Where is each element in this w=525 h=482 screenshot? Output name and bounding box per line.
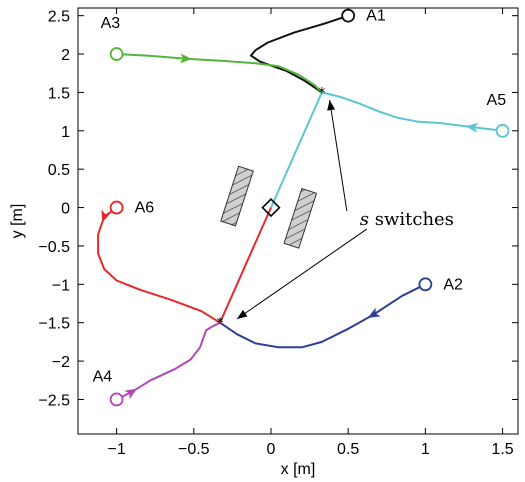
direction-arrow-a5 — [465, 122, 479, 133]
direction-arrow-a4 — [124, 388, 138, 400]
agent-label-a2: A2 — [443, 276, 463, 293]
trajectory-a5 — [321, 91, 503, 132]
y-tick-label: 0.5 — [48, 162, 70, 179]
obstacle-1 — [220, 165, 254, 227]
x-tick-label: 1.5 — [491, 441, 513, 458]
start-marker-a4 — [109, 392, 124, 407]
trajectory-a2 — [219, 283, 426, 349]
annotation-arrowhead — [237, 309, 248, 319]
obstacle-2 — [283, 187, 318, 249]
annotation-pointer — [329, 100, 348, 212]
plot-area-frame — [77, 7, 519, 435]
direction-arrow-a2 — [367, 307, 381, 318]
x-tick-label: 0.5 — [337, 441, 359, 458]
start-marker-a5 — [495, 123, 510, 138]
annotation-rest: switches — [369, 209, 454, 230]
y-tick-label: −1.5 — [38, 316, 70, 333]
y-tick-label: −2.5 — [38, 392, 70, 409]
trajectory-a6 — [97, 206, 221, 324]
direction-arrow-a6 — [101, 209, 111, 223]
trajectory-a4 — [116, 321, 221, 401]
start-marker-a2 — [418, 277, 433, 292]
x-tick-label: 1 — [421, 441, 430, 458]
axis-ticks: −1 −0.5 0 0.5 1 1.5 2.5 2 1.5 1 0.5 0 −0.5 −1 −1.5 −2 −2… — [38, 8, 518, 458]
y-tick-label: 1 — [61, 124, 70, 141]
agent-label-a1: A1 — [366, 8, 386, 25]
agent-label-a4: A4 — [93, 368, 113, 385]
switch-point-marker: * — [217, 316, 224, 332]
y-tick-label: −0.5 — [38, 239, 70, 256]
agent-label-a5: A5 — [487, 92, 507, 109]
switch-point-marker: * — [318, 85, 325, 101]
trajectory-lines — [97, 14, 503, 401]
formation-center-marker — [261, 197, 281, 218]
trajectory-a3 — [116, 53, 323, 94]
trajectory-formation-to-upper — [270, 91, 323, 209]
y-tick-label: −1 — [52, 277, 70, 294]
annotation-italic-s: s — [360, 209, 369, 230]
markers-group: * * A1 A3 A5 A6 A2 A4 — [93, 8, 510, 407]
y-tick-label: 2 — [61, 47, 70, 64]
start-marker-a3 — [109, 47, 124, 61]
trajectory-a1 — [249, 14, 349, 94]
x-tick-label: −0.5 — [178, 441, 210, 458]
annotation-text: s switches — [360, 209, 454, 230]
start-marker-a1 — [341, 8, 356, 23]
direction-arrow-a3 — [179, 53, 193, 64]
y-axis-label: y [m] — [9, 204, 26, 239]
agent-label-a6: A6 — [135, 200, 155, 217]
x-axis-label: x [m] — [281, 461, 316, 478]
y-tick-label: 0 — [61, 201, 70, 218]
annotation-pointer — [236, 228, 368, 320]
start-marker-a6 — [109, 200, 124, 215]
obstacles-group — [220, 165, 318, 249]
y-tick-label: 1.5 — [48, 85, 70, 102]
x-tick-label: 0 — [267, 441, 276, 458]
annotation-arrowhead — [327, 100, 336, 111]
y-tick-label: 2.5 — [48, 9, 70, 26]
trajectory-formation-to-lower — [219, 207, 272, 324]
switch-annotation: s switches — [236, 100, 454, 320]
y-tick-label: −2 — [52, 354, 70, 371]
agent-label-a3: A3 — [101, 15, 121, 32]
x-tick-label: −1 — [107, 441, 125, 458]
